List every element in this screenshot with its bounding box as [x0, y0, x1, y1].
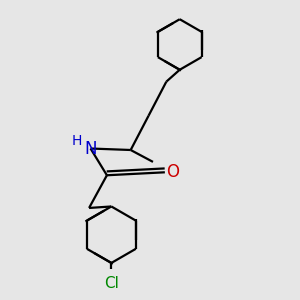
Text: Cl: Cl: [104, 276, 119, 291]
Text: H: H: [72, 134, 83, 148]
Text: N: N: [84, 140, 97, 158]
Text: O: O: [166, 163, 179, 181]
